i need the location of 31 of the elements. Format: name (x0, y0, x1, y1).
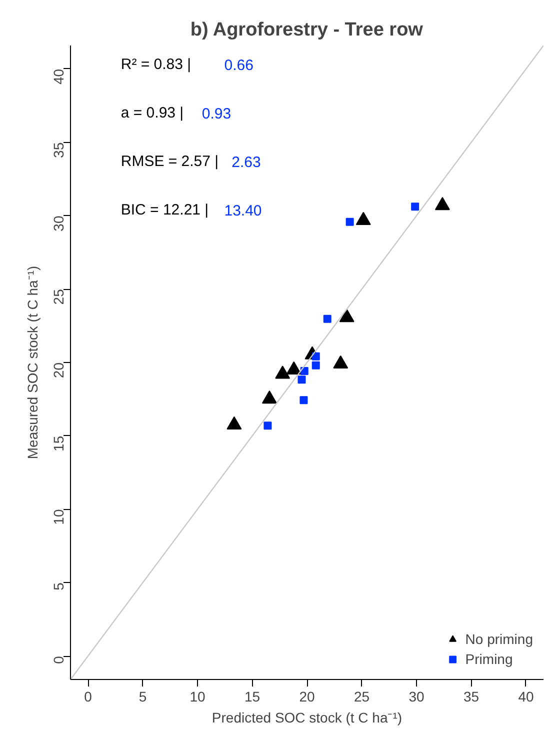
annotation: a = 0.93 | (120, 104, 184, 122)
x-tick-label: 0 (84, 688, 92, 704)
x-tick-label: 15 (244, 688, 260, 704)
x-tick-label: 10 (190, 688, 206, 704)
y-tick-label: 0 (50, 656, 66, 664)
annotation: R² = 0.83 | (120, 56, 192, 74)
y-tick-label: 25 (50, 288, 66, 305)
y-tick-label: 5 (50, 582, 66, 590)
legend-label: No priming (465, 631, 533, 647)
y-tick-label: 30 (50, 216, 66, 232)
annotation: RMSE = 2.57 | (120, 152, 219, 170)
x-tick-label: 5 (138, 688, 147, 704)
x-tick-label: 35 (463, 688, 480, 704)
annotation: 2.63 (232, 154, 261, 171)
annotation: 0.93 (202, 106, 232, 123)
y-axis-title: Measured SOC stock (t C ha⁻¹) (24, 266, 40, 460)
y-tick-label: 35 (50, 142, 66, 158)
x-tick-label: 20 (299, 688, 315, 704)
y-tick-label: 40 (50, 68, 66, 85)
x-tick-label: 25 (354, 688, 370, 704)
chart-title: b) Agroforestry - Tree row (190, 20, 424, 40)
x-axis-title: Predicted SOC stock (t C ha⁻¹) (212, 710, 402, 726)
y-tick-label: 15 (50, 436, 66, 452)
annotation: 13.40 (224, 202, 262, 220)
annotation: BIC = 12.21 | (120, 201, 209, 218)
y-tick-label: 20 (50, 362, 66, 378)
legend-label: Priming (465, 651, 513, 667)
y-tick-label: 10 (50, 509, 66, 525)
annotation: 0.66 (224, 57, 254, 74)
x-tick-label: 30 (408, 688, 424, 704)
x-tick-label: 40 (518, 688, 534, 704)
